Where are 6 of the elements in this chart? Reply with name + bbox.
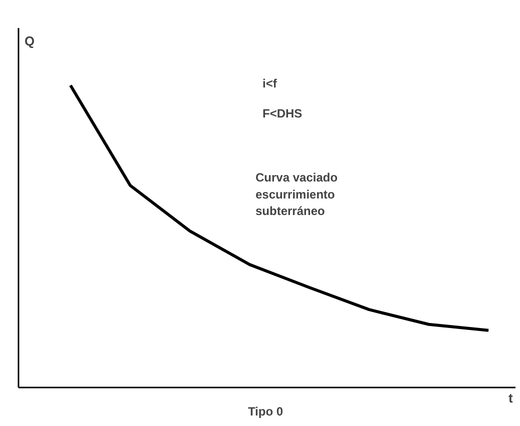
annotation: F<DHS	[262, 106, 302, 120]
x-axis-title: t	[508, 390, 514, 406]
annotation: i<f	[262, 76, 278, 90]
y-axis-title: Q	[24, 34, 35, 48]
text: Tipo 0	[248, 404, 284, 418]
annotation: Curva vaciado escurrimiento subterráneo	[256, 170, 338, 218]
